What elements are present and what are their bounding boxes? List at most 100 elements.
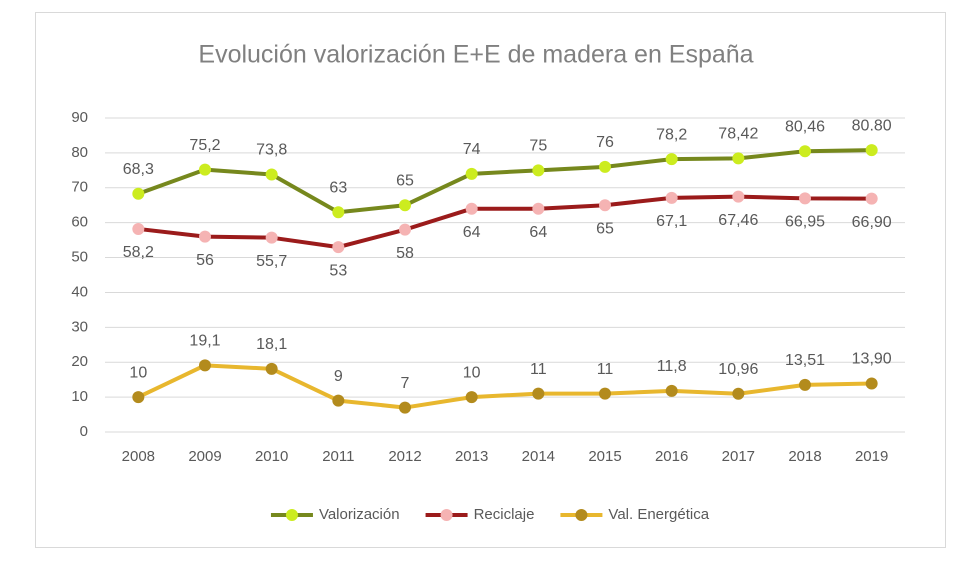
y-tick-label: 60 bbox=[71, 214, 88, 231]
data-label: 67,1 bbox=[656, 213, 687, 230]
data-label: 64 bbox=[463, 224, 481, 241]
data-label: 74 bbox=[463, 141, 481, 158]
data-point bbox=[865, 377, 878, 390]
data-label: 11,8 bbox=[657, 358, 687, 375]
x-tick-label: 2010 bbox=[255, 448, 288, 465]
data-label: 55,7 bbox=[256, 253, 287, 270]
y-tick-label: 30 bbox=[71, 318, 88, 335]
y-tick-label: 80 bbox=[71, 144, 88, 161]
data-point bbox=[332, 206, 345, 219]
data-point bbox=[399, 199, 411, 212]
data-label: 75,2 bbox=[189, 137, 220, 154]
data-point bbox=[865, 192, 878, 205]
series-line bbox=[137, 148, 872, 215]
data-label: 66,90 bbox=[852, 214, 892, 231]
y-tick-label: 90 bbox=[71, 109, 88, 126]
data-point bbox=[665, 153, 678, 166]
x-tick-label: 2009 bbox=[188, 448, 221, 465]
x-tick-label: 2017 bbox=[722, 448, 755, 465]
y-tick-label: 40 bbox=[71, 283, 88, 300]
data-point bbox=[732, 387, 745, 400]
legend-marker bbox=[575, 509, 588, 521]
data-label: 18,1 bbox=[256, 336, 287, 353]
data-point bbox=[332, 241, 345, 254]
data-point bbox=[532, 387, 545, 400]
x-tick-label: 2008 bbox=[122, 448, 155, 465]
data-point bbox=[799, 192, 811, 205]
data-point bbox=[532, 202, 545, 215]
data-point bbox=[265, 231, 278, 244]
data-point bbox=[465, 391, 478, 404]
series-line bbox=[137, 363, 872, 410]
data-label: 75 bbox=[529, 138, 547, 155]
data-point bbox=[199, 163, 211, 176]
data-label: 10 bbox=[129, 364, 147, 381]
chart-frame bbox=[35, 12, 946, 548]
data-label: 58,2 bbox=[123, 244, 154, 261]
data-label: 53 bbox=[329, 262, 347, 279]
data-point bbox=[799, 145, 811, 158]
x-tick-label: 2016 bbox=[655, 448, 688, 465]
data-label: 56 bbox=[196, 252, 214, 269]
data-point bbox=[599, 387, 611, 400]
x-tick-label: 2018 bbox=[788, 448, 821, 465]
data-label: 65 bbox=[396, 172, 414, 189]
x-tick-label: 2015 bbox=[588, 448, 621, 465]
data-label: 13,51 bbox=[785, 352, 825, 369]
data-label: 11 bbox=[530, 361, 547, 378]
data-point bbox=[199, 230, 211, 243]
data-point bbox=[732, 152, 745, 165]
x-tick-label: 2012 bbox=[388, 448, 421, 465]
data-point bbox=[665, 191, 678, 204]
data-label: 68,3 bbox=[123, 161, 154, 178]
data-point bbox=[465, 202, 478, 215]
data-point bbox=[132, 187, 145, 200]
x-tick-label: 2014 bbox=[522, 448, 555, 465]
y-tick-label: 0 bbox=[80, 423, 88, 440]
legend-label: Val. Energética bbox=[608, 506, 709, 523]
series-line bbox=[138, 194, 872, 250]
data-point bbox=[399, 223, 411, 236]
y-tick-label: 10 bbox=[71, 388, 88, 405]
y-tick-label: 20 bbox=[71, 353, 88, 370]
data-point bbox=[599, 199, 611, 212]
data-label: 64 bbox=[529, 224, 547, 241]
data-label: 10,96 bbox=[718, 361, 758, 378]
data-label: 13,90 bbox=[852, 351, 892, 368]
data-label: 80.80 bbox=[852, 117, 892, 134]
data-point bbox=[199, 359, 211, 372]
data-label: 9 bbox=[334, 368, 343, 385]
data-label: 76 bbox=[596, 134, 614, 151]
data-point bbox=[265, 168, 278, 181]
data-point bbox=[865, 144, 878, 157]
data-point bbox=[132, 222, 145, 235]
data-label: 73,8 bbox=[256, 142, 287, 159]
data-point bbox=[132, 391, 145, 404]
legend-marker bbox=[440, 509, 453, 521]
data-label: 7 bbox=[401, 375, 410, 392]
legend-marker bbox=[285, 509, 298, 521]
data-label: 11 bbox=[597, 361, 614, 378]
data-point bbox=[665, 384, 678, 397]
data-point bbox=[599, 160, 611, 173]
chart-title: Evolución valorización E+E de madera en … bbox=[198, 41, 753, 69]
data-label: 63 bbox=[329, 179, 347, 196]
data-point bbox=[532, 164, 545, 177]
data-label: 66,95 bbox=[785, 214, 825, 231]
data-label: 78,42 bbox=[718, 126, 758, 143]
y-tick-label: 70 bbox=[71, 179, 88, 196]
legend-label: Reciclaje bbox=[474, 506, 535, 523]
data-label: 78,2 bbox=[656, 126, 687, 143]
data-label: 65 bbox=[596, 220, 614, 237]
x-tick-label: 2019 bbox=[855, 448, 888, 465]
y-tick-label: 50 bbox=[71, 249, 88, 266]
data-point bbox=[465, 167, 478, 180]
legend-label: Valorización bbox=[319, 506, 400, 523]
data-point bbox=[265, 362, 278, 375]
data-label: 67,46 bbox=[718, 212, 758, 229]
data-label: 19,1 bbox=[189, 333, 220, 350]
x-tick-label: 2013 bbox=[455, 448, 488, 465]
data-point bbox=[399, 401, 411, 414]
x-tick-label: 2011 bbox=[322, 448, 354, 465]
